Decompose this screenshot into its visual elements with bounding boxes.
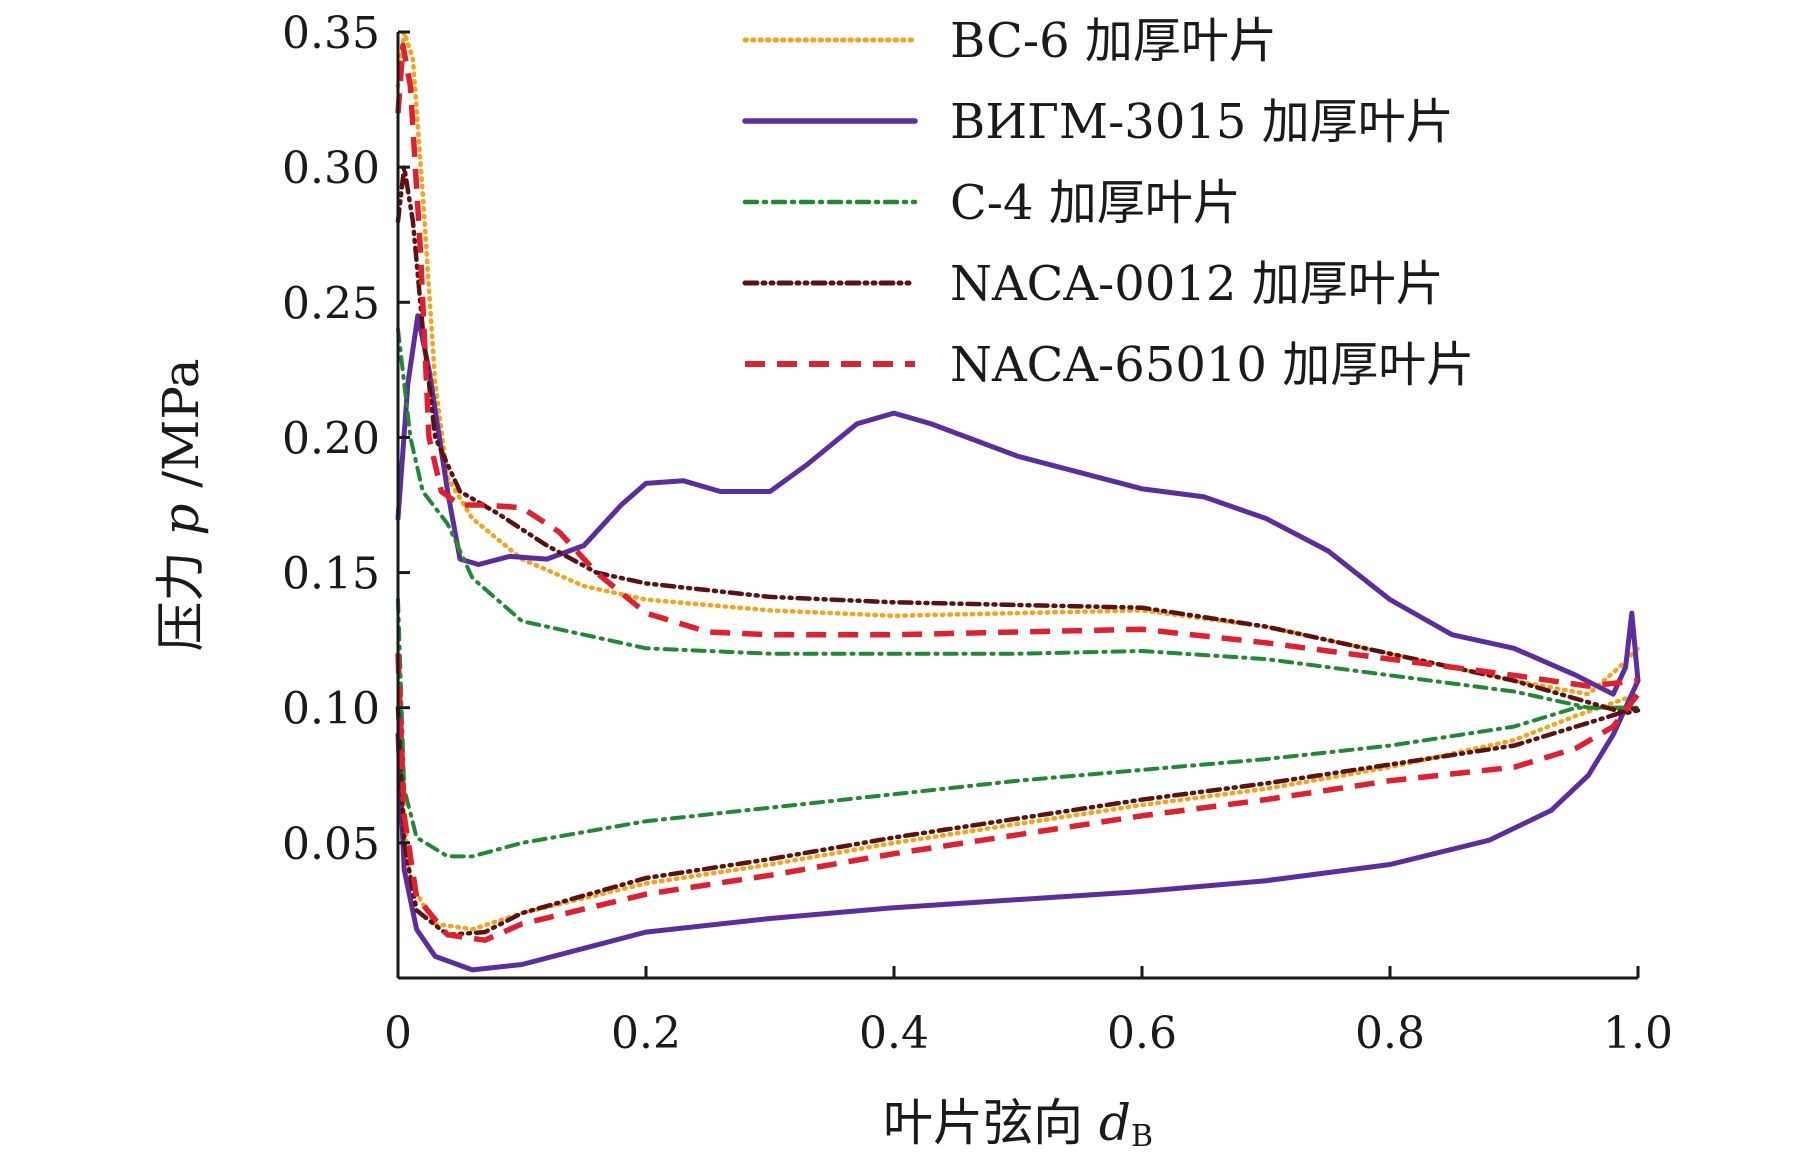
series-line-lower — [395, 678, 1641, 973]
x-tick-label: 0.8 — [1355, 1008, 1425, 1059]
legend-label: ВИГМ-3015 加厚叶片 — [950, 94, 1454, 150]
y-axis-title-unit: /MPa — [152, 358, 210, 487]
x-axis-title-var: d — [1099, 1094, 1131, 1152]
legend-label: C-4 加厚叶片 — [950, 175, 1241, 231]
series-line-lower — [396, 597, 1640, 859]
series-line-upper — [395, 29, 1641, 697]
series-line-upper — [396, 327, 1640, 710]
x-tick-label: 0.2 — [611, 1008, 681, 1059]
y-axis-title: 压力 p /MPa — [152, 358, 210, 651]
legend-label: BC-6 加厚叶片 — [950, 13, 1277, 69]
legend-label: NACA-65010 加厚叶片 — [950, 337, 1474, 393]
y-tick-label: 0.25 — [282, 278, 380, 329]
series-naca-65010 — [395, 42, 1641, 943]
legend: BC-6 加厚叶片 ВИГМ-3015 加厚叶片 C-4 加厚叶片 NACA-0012… — [742, 13, 1474, 393]
series-3015 — [395, 313, 1641, 973]
y-tick-label: 0.35 — [282, 8, 380, 59]
y-axis-title-var: p — [152, 504, 210, 536]
ticks-layer: 0 0.2 0.4 0.6 0.8 1.0 0.05 0.10 0.15 0.20 0.25 0.30… — [282, 8, 1673, 1059]
x-axis-title-text: 叶片弦向 — [883, 1094, 1083, 1152]
x-tick-label: 0 — [384, 1008, 412, 1059]
series-c-4 — [396, 327, 1640, 859]
y-tick-label: 0.10 — [282, 684, 380, 735]
x-tick-label: 0.6 — [1107, 1008, 1177, 1059]
legend-item: C-4 加厚叶片 — [742, 175, 1241, 231]
y-tick-label: 0.30 — [282, 143, 380, 194]
legend-item: NACA-0012 加厚叶片 — [742, 256, 1444, 312]
x-tick-label: 0.4 — [859, 1008, 929, 1059]
y-tick-label: 0.05 — [282, 819, 380, 870]
y-axis-title-text: 压力 — [152, 552, 210, 652]
x-axis-title-sub: B — [1131, 1119, 1153, 1154]
legend-item: ВИГМ-3015 加厚叶片 — [742, 94, 1454, 150]
legend-item: NACA-65010 加厚叶片 — [745, 337, 1474, 393]
series-line-upper — [395, 42, 1639, 689]
series-line-lower — [395, 653, 1641, 943]
legend-label: NACA-0012 加厚叶片 — [950, 256, 1444, 312]
y-tick-label: 0.20 — [282, 413, 380, 464]
legend-item: BC-6 加厚叶片 — [742, 13, 1277, 69]
series-line-lower — [395, 651, 1641, 932]
series-bc-6 — [395, 29, 1641, 932]
x-tick-label: 1.0 — [1603, 1008, 1673, 1059]
series-line-lower — [395, 705, 1641, 938]
axes-layer — [396, 32, 1638, 980]
y-tick-label: 0.15 — [282, 549, 380, 600]
series-layer — [395, 29, 1641, 973]
x-axis-title: 叶片弦向 dB — [883, 1094, 1153, 1154]
